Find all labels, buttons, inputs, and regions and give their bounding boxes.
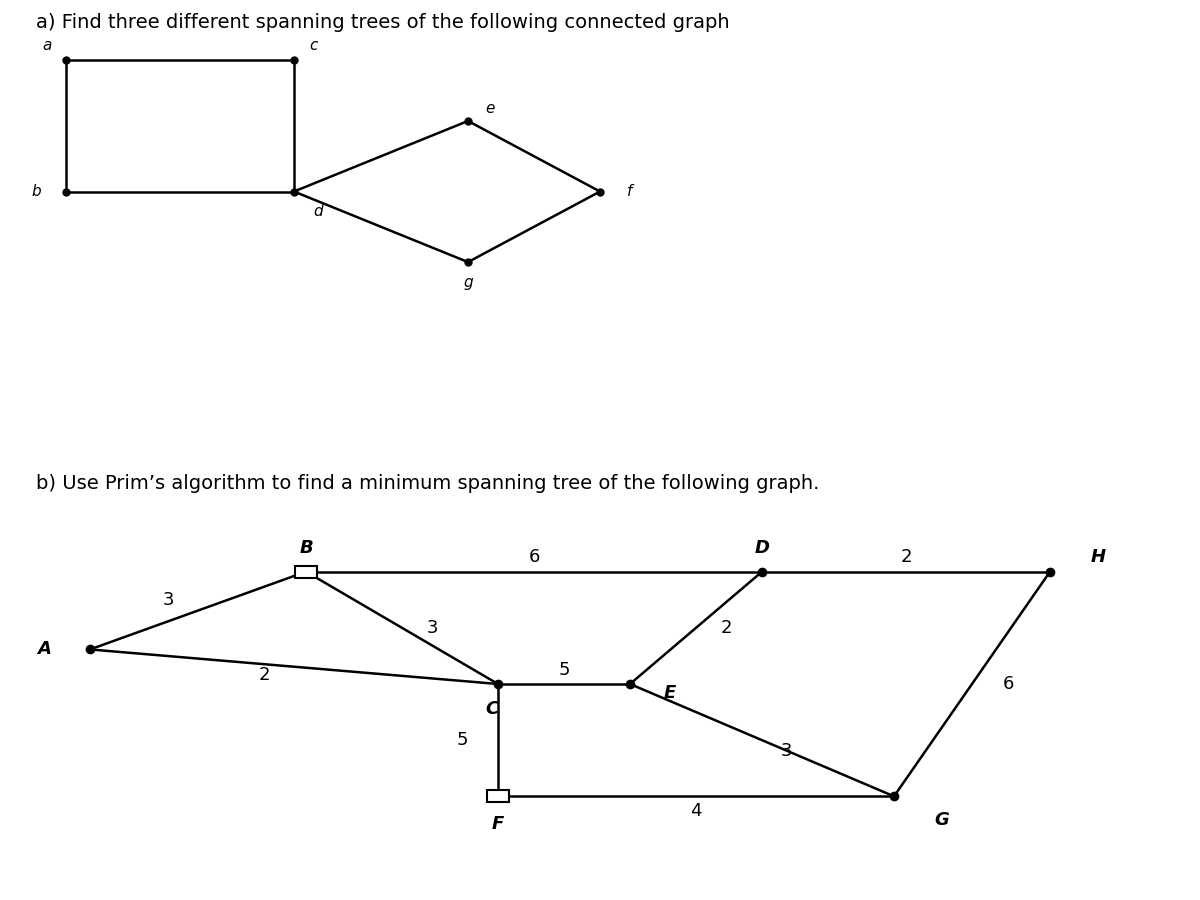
Text: H: H: [1091, 547, 1105, 565]
Text: 3: 3: [780, 742, 792, 760]
Text: F: F: [492, 815, 504, 833]
Text: G: G: [935, 811, 949, 829]
Text: 6: 6: [1002, 675, 1014, 693]
Text: d: d: [313, 204, 323, 220]
Text: D: D: [755, 539, 769, 557]
Text: a: a: [42, 38, 52, 53]
Bar: [295, 565, 317, 578]
Text: c: c: [310, 38, 317, 53]
Text: 5: 5: [456, 731, 468, 749]
Text: 2: 2: [258, 666, 270, 684]
Text: 3: 3: [162, 590, 174, 608]
Text: E: E: [664, 684, 676, 702]
Text: g: g: [463, 274, 473, 290]
Text: 2: 2: [720, 619, 732, 637]
Text: 3: 3: [426, 619, 438, 637]
Text: b) Use Prim’s algorithm to find a minimum spanning tree of the following graph.: b) Use Prim’s algorithm to find a minimu…: [36, 474, 820, 493]
Text: a) Find three different spanning trees of the following connected graph: a) Find three different spanning trees o…: [36, 13, 730, 32]
Text: A: A: [37, 641, 52, 659]
Text: B: B: [299, 539, 313, 557]
Text: f: f: [628, 184, 632, 199]
Text: 5: 5: [558, 662, 570, 680]
Text: 6: 6: [528, 547, 540, 565]
Text: 2: 2: [900, 547, 912, 565]
Text: 4: 4: [690, 802, 702, 820]
Text: e: e: [485, 101, 494, 116]
Bar: [487, 790, 509, 803]
Text: b: b: [31, 184, 41, 199]
Text: C: C: [485, 700, 499, 718]
